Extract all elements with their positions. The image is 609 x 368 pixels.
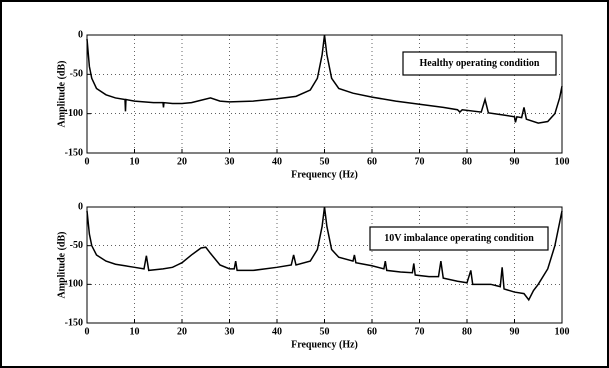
x-tick-label: 50 <box>320 156 330 167</box>
x-axis-label: Frequency (Hz) <box>291 169 358 180</box>
annotation-box <box>369 226 549 251</box>
spectrum-line <box>86 34 563 124</box>
annotation: 10V imbalance operating condition <box>384 233 534 244</box>
x-tick-label: 90 <box>510 156 520 167</box>
x-tick-label: 60 <box>367 156 377 167</box>
x-tick-label: 40 <box>272 326 282 337</box>
y-tick-label: -150 <box>65 147 83 158</box>
y-tick-label: -150 <box>65 317 83 328</box>
y-axis-label: Amplitude (dB) <box>56 61 67 128</box>
x-tick-label: 70 <box>415 156 425 167</box>
annotation: Healthy operating condition <box>419 58 539 69</box>
y-axis-label: Amplitude (dB) <box>56 232 67 299</box>
x-tick-label: 20 <box>177 156 187 167</box>
x-tick-label: 10 <box>130 156 140 167</box>
x-tick-label: 0 <box>85 326 90 337</box>
y-tick-label: -50 <box>70 240 83 251</box>
y-tick-label: -100 <box>65 279 83 290</box>
x-tick-label: 10 <box>130 326 140 337</box>
x-tick-label: 40 <box>272 156 282 167</box>
y-tick-label: -100 <box>65 108 83 119</box>
x-tick-label: 60 <box>367 326 377 337</box>
x-tick-label: 30 <box>225 326 235 337</box>
x-tick-label: 100 <box>555 326 570 337</box>
y-tick-label: 0 <box>78 29 83 40</box>
x-axis-label: Frequency (Hz) <box>291 339 358 350</box>
y-tick-label: -50 <box>70 69 83 80</box>
x-tick-label: 50 <box>320 326 330 337</box>
spectrum-line <box>86 206 563 302</box>
x-tick-label: 30 <box>225 156 235 167</box>
y-tick-label: 0 <box>78 201 83 212</box>
x-tick-label: 70 <box>415 326 425 337</box>
x-tick-label: 80 <box>462 326 472 337</box>
x-tick-label: 80 <box>462 156 472 167</box>
x-tick-label: 0 <box>85 156 90 167</box>
x-tick-label: 20 <box>177 326 187 337</box>
x-tick-label: 90 <box>510 326 520 337</box>
x-tick-label: 100 <box>555 156 570 167</box>
annotation-box <box>402 51 557 76</box>
